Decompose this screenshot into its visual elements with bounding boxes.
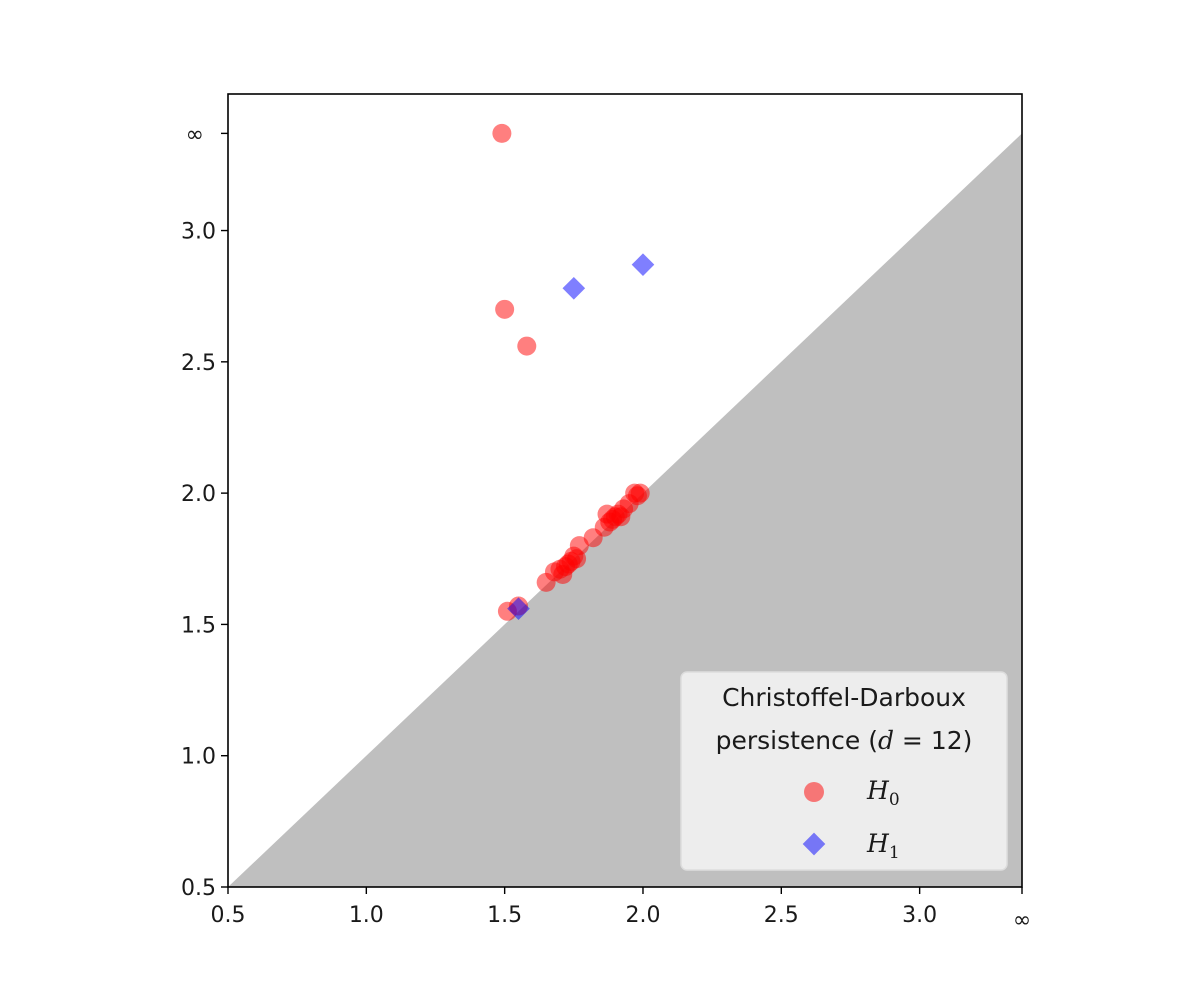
legend: Christoffel-Darboux persistence (d = 12)…	[680, 671, 1008, 871]
axes: 0.5 1.0 1.5 2.0 2.5 3.0 ∞ 0.5 1.0 1.5 2.0 2.5 3.0 ∞	[181, 93, 1031, 933]
point-h0-1	[495, 299, 515, 319]
x-tick-label-3: 2.0	[625, 903, 660, 928]
y-tick-label-1: 1.0	[181, 745, 216, 770]
y-tick-label-0: 0.5	[181, 876, 216, 901]
legend-marker-h1	[802, 832, 826, 856]
y-tick-label-2: 1.5	[181, 613, 216, 638]
point-h0-14	[569, 536, 589, 556]
x-tick-label-2: 1.5	[487, 903, 522, 928]
x-tick-label-6: ∞	[1013, 908, 1031, 933]
legend-title-value: 12	[931, 726, 963, 755]
legend-title-line-1: Christoffel-Darboux	[722, 683, 966, 712]
legend-label-h0: H0	[866, 776, 900, 810]
data-marks	[492, 123, 655, 621]
x-tick-label-0: 0.5	[211, 903, 246, 928]
legend-marker-h0	[804, 782, 824, 802]
plot-frame	[227, 93, 1023, 888]
legend-label-h1: H1	[866, 829, 900, 863]
point-h1-1	[631, 253, 655, 276]
point-h1-0	[562, 276, 586, 300]
point-h1-2	[507, 597, 530, 620]
legend-box	[680, 671, 1008, 871]
legend-title-suffix: )	[963, 726, 973, 755]
y-tick-label-6: ∞	[186, 122, 204, 147]
point-h0-27	[630, 483, 650, 503]
point-h0-2	[517, 336, 537, 356]
x-tick-label-5: 3.0	[902, 903, 937, 928]
legend-title-prefix: persistence (	[716, 726, 878, 755]
legend-title-variable: d	[878, 726, 894, 755]
x-tick-label-1: 1.0	[349, 903, 384, 928]
legend-title-equals: =	[894, 726, 931, 755]
y-tick-label-3: 2.0	[181, 482, 216, 507]
y-tick-label-5: 3.0	[181, 220, 216, 245]
x-tick-label-4: 2.5	[764, 903, 799, 928]
legend-title-line-2: persistence (d = 12)	[716, 726, 973, 755]
y-tick-label-4: 2.5	[181, 351, 216, 376]
point-h0-0	[492, 123, 512, 143]
